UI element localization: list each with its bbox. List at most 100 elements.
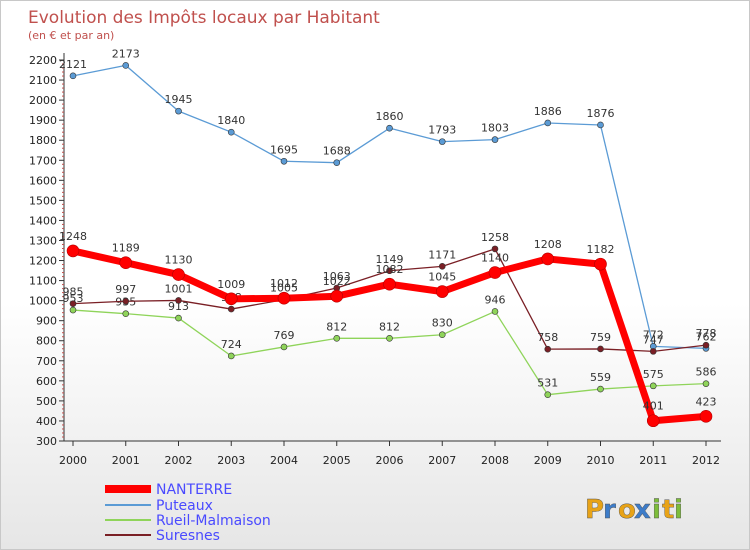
data-point [277,291,291,305]
data-point [119,256,133,270]
data-label: 1876 [587,107,615,120]
y-tick-label: 600 [36,375,57,388]
data-label: 1695 [270,143,298,156]
data-point [227,305,235,313]
y-tick-label: 1100 [29,275,57,288]
data-point [175,314,182,322]
data-label: 769 [274,329,295,342]
data-label: 1793 [428,124,456,137]
data-point [649,348,657,355]
data-label: 1803 [481,122,509,135]
legend-label: NANTERRE [156,482,232,498]
data-point [386,267,393,275]
logo-letter: i [674,495,683,525]
data-label: 586 [696,366,717,379]
data-point [597,345,604,353]
data-label: 953 [63,292,84,305]
data-point [333,335,341,342]
x-tick-label: 2006 [376,454,404,467]
data-point [386,335,393,342]
data-label: 762 [696,330,717,343]
data-point [438,138,446,145]
y-tick-label: 2200 [29,54,57,67]
data-label: 401 [643,400,664,413]
y-tick-label: 2000 [29,94,57,107]
data-label: 1182 [587,243,615,256]
data-label: 1009 [217,278,245,291]
data-point [175,297,182,304]
data-label: 1149 [376,253,404,266]
data-point [386,124,393,132]
data-point [175,107,182,115]
data-point [544,119,552,127]
logo-letter: x [634,495,651,525]
data-label: 830 [432,317,453,330]
data-label: 2121 [59,58,87,71]
axes: 300 400 500 600 700 800 900 1000 1100 1200 1300 140… [29,53,721,467]
x-tick-label: 2012 [692,454,720,467]
logo-letter: r [603,495,616,525]
data-point [280,343,288,351]
chart-subtitle: (en € et par an) [28,29,114,42]
data-label: 812 [379,320,400,333]
data-label: 812 [326,320,347,333]
data-label: 1171 [428,248,456,261]
y-tick-label: 1600 [29,174,57,187]
y-tick-label: 1300 [29,234,57,247]
data-label: 778 [696,327,717,340]
data-point [544,345,552,353]
data-label: 531 [537,377,558,390]
logo-letter: o [618,495,636,525]
x-tick-label: 2007 [428,454,456,467]
y-tick-label: 500 [36,395,57,408]
data-label: 1022 [323,275,351,288]
data-label: 1886 [534,105,562,118]
y-tick-label: 1500 [29,194,57,207]
x-tick-label: 2010 [587,454,615,467]
data-label: 1012 [270,277,298,290]
data-label: 1258 [481,231,509,244]
data-point [69,300,77,307]
data-label: 759 [590,331,611,344]
x-tick-label: 2003 [217,454,245,467]
data-point [702,341,710,349]
logo-letter: P [585,495,604,525]
data-point [69,306,77,314]
data-point [227,352,235,360]
data-label: 772 [643,328,664,341]
y-tick-label: 1000 [29,295,57,308]
data-label: 724 [221,338,242,351]
data-point [491,308,499,315]
y-tick-label: 400 [36,415,57,428]
data-label: 1140 [481,252,509,265]
data-label: 1688 [323,145,351,158]
data-label: 423 [696,395,717,408]
data-point [172,268,185,281]
data-label: 1248 [59,230,87,243]
data-point [69,72,77,80]
data-point [699,410,713,423]
logo-letter: t [662,495,674,525]
data-point [594,257,607,271]
x-tick-label: 2005 [323,454,351,467]
logo-letter: i [652,495,661,525]
data-point [702,380,710,387]
legend-label: Suresnes [156,528,220,544]
y-tick-label: 1800 [29,134,57,147]
plot-area: 2121 2173 1945 1840 1695 1688 1860 1793 1803 1886… [59,47,717,428]
data-label: 1130 [165,254,193,267]
y-tick-label: 1900 [29,114,57,127]
x-tick-label: 2008 [481,454,509,467]
data-point [488,266,502,279]
data-point [330,289,344,303]
chart-title: Evolution des Impôts locaux par Habitant [28,8,380,28]
data-point [122,310,130,317]
data-point [544,391,552,398]
data-point [383,277,396,291]
data-label: 1063 [323,270,351,283]
data-label: 758 [537,331,558,344]
data-point [224,292,238,306]
